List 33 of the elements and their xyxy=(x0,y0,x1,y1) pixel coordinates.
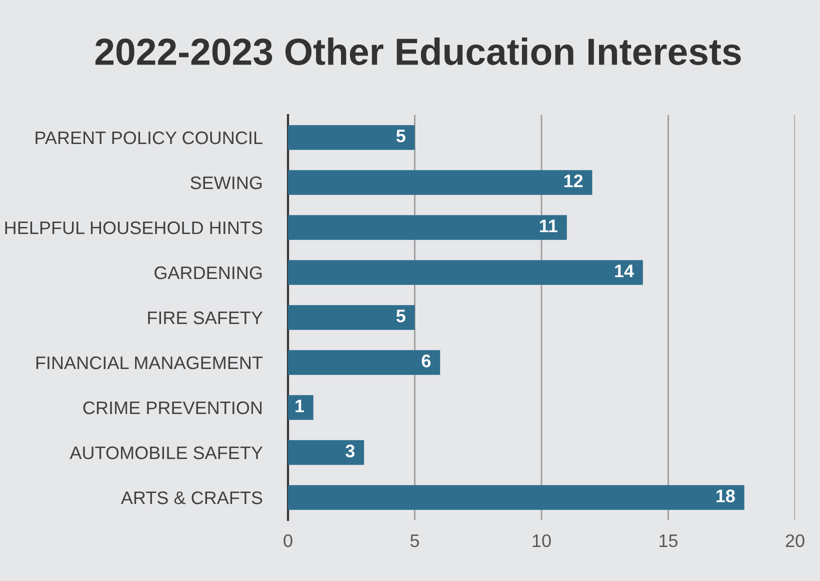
y-tick-label: GARDENING xyxy=(154,266,262,280)
x-tick-label: 0 xyxy=(284,534,292,548)
data-label: 12 xyxy=(564,174,583,188)
x-tick-label: 20 xyxy=(786,534,804,548)
bar xyxy=(288,215,567,240)
bar xyxy=(288,485,744,510)
data-label: 18 xyxy=(716,490,735,502)
bar xyxy=(288,440,364,465)
y-tick-label: AUTOMOBILE SAFETY xyxy=(70,446,263,460)
data-label: 5 xyxy=(396,130,406,142)
x-tick-label: 10 xyxy=(532,534,551,548)
y-tick-label: FIRE SAFETY xyxy=(148,311,263,324)
x-tick-label: 15 xyxy=(660,534,678,548)
chart-title: 2022-2023 Other Education Interests xyxy=(95,38,741,66)
y-tick-label: SEWING xyxy=(190,176,262,190)
bar xyxy=(288,125,415,150)
y-tick-label: HELPFUL HOUSEHOLD HINTS xyxy=(5,221,262,234)
bar xyxy=(288,170,592,195)
bar xyxy=(288,350,440,375)
bar xyxy=(288,395,314,420)
bar xyxy=(288,260,643,285)
data-label: 14 xyxy=(615,264,634,278)
y-tick-label: ARTS & CRAFTS xyxy=(120,491,262,504)
data-label: 6 xyxy=(422,354,431,368)
data-label: 3 xyxy=(346,444,355,458)
data-label: 1 xyxy=(296,400,304,412)
y-tick-label: CRIME PREVENTION xyxy=(83,401,262,414)
x-tick-label: 5 xyxy=(410,534,420,548)
bar xyxy=(288,305,415,330)
y-tick-label: FINANCIAL MANAGEMENT xyxy=(36,356,263,370)
data-label: 11 xyxy=(540,220,558,232)
data-label: 5 xyxy=(396,310,406,322)
y-tick-label: PARENT POLICY COUNCIL xyxy=(36,131,262,144)
